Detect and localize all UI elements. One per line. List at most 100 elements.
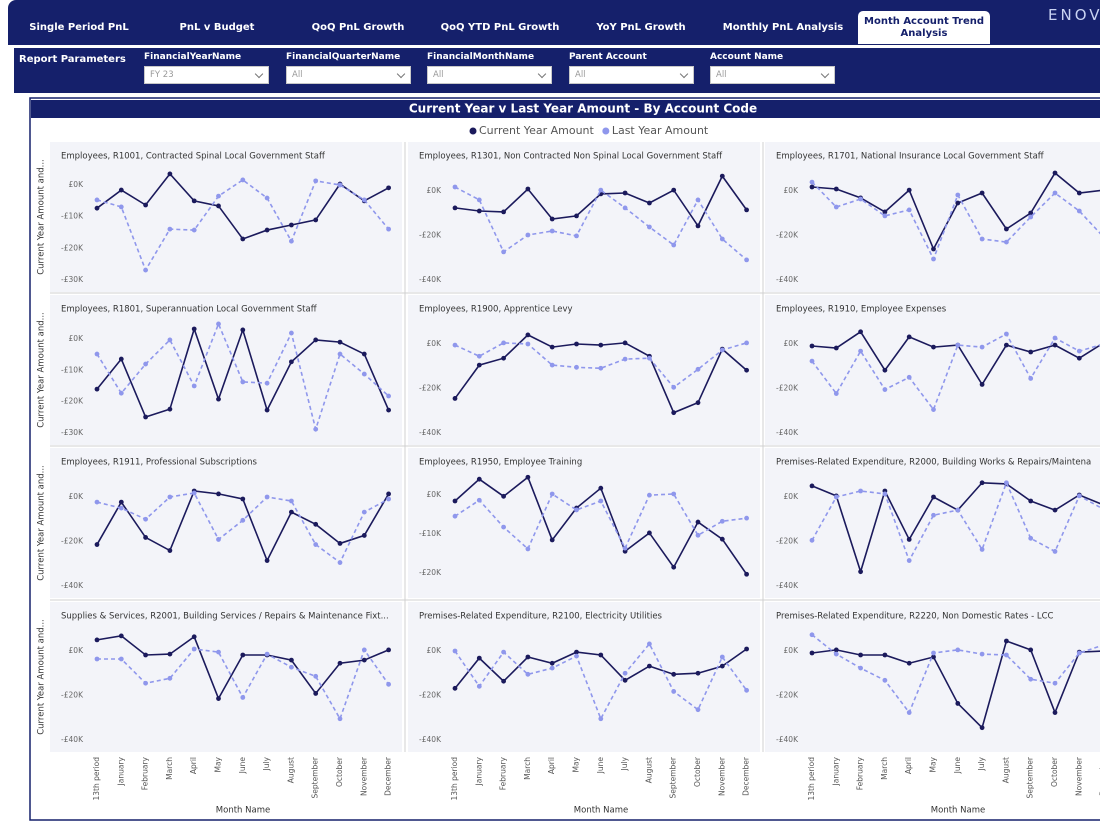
data-point (809, 179, 815, 185)
tab[interactable]: YoY PnL Growth (596, 21, 686, 33)
x-tick-label: December (1099, 756, 1100, 796)
data-point (191, 326, 197, 332)
data-point (574, 653, 579, 659)
data-point (906, 374, 912, 380)
data-point (264, 227, 270, 233)
data-point (744, 687, 749, 693)
data-point (216, 491, 221, 497)
data-point (1052, 549, 1058, 554)
data-point (671, 384, 677, 390)
x-tick-label: July (620, 756, 629, 771)
data-point (337, 339, 343, 345)
data-point (955, 342, 961, 348)
data-point (118, 204, 124, 210)
data-point (501, 340, 506, 346)
data-point (1028, 647, 1034, 653)
data-point (289, 222, 294, 228)
x-tick-label: January (116, 756, 125, 786)
data-point (744, 571, 749, 577)
legend-label: Last Year Amount (612, 124, 709, 137)
data-point (525, 671, 531, 677)
data-point (289, 664, 294, 670)
data-point (216, 649, 221, 655)
data-point (1004, 239, 1009, 245)
x-tick-label: June (953, 757, 962, 775)
y-tick-label: £0K (427, 339, 443, 348)
data-point (525, 232, 531, 238)
filter-dropdown[interactable]: FY 23 (144, 66, 269, 84)
data-point (94, 542, 100, 547)
data-point (695, 197, 701, 203)
data-point (622, 356, 628, 362)
y-axis-label: Current Year Amount and... (37, 619, 47, 735)
filter-dropdown[interactable]: All (427, 66, 552, 84)
panel-background (50, 295, 402, 445)
tab[interactable]: Single Period PnL (29, 21, 129, 33)
data-point (979, 382, 985, 387)
panel-title: Supplies & Services, R2001, Building Ser… (61, 612, 389, 622)
y-tick-label: £0K (784, 339, 800, 348)
chart-title-bar (31, 100, 1100, 118)
y-axis-label: Current Year Amount and... (37, 465, 47, 581)
data-point (647, 200, 652, 206)
data-point (525, 546, 531, 552)
x-tick-label: November (717, 756, 726, 796)
y-tick-label: -£30K (61, 275, 84, 284)
y-tick-label: -£40K (419, 428, 442, 437)
data-point (1004, 342, 1009, 348)
data-point (476, 197, 482, 203)
data-point (598, 342, 604, 348)
data-point (289, 330, 294, 336)
data-point (337, 541, 343, 546)
tab[interactable]: QoQ PnL Growth (311, 21, 405, 33)
data-point (337, 560, 343, 565)
data-point (289, 359, 294, 365)
data-point (882, 491, 888, 497)
tab[interactable]: QoQ YTD PnL Growth (440, 21, 560, 33)
data-point (671, 187, 677, 193)
chart-title: Current Year v Last Year Amount - By Acc… (409, 102, 757, 116)
data-point (647, 530, 652, 536)
y-tick-label: -£20K (419, 690, 442, 699)
tab[interactable]: Month Account Trend Analysis (858, 11, 990, 44)
y-tick-label: -£20K (419, 230, 442, 239)
data-point (858, 665, 863, 671)
data-point (1076, 348, 1082, 354)
data-point (452, 342, 458, 348)
data-point (598, 716, 604, 722)
data-point (833, 345, 839, 351)
data-point (695, 400, 701, 406)
data-point (216, 396, 221, 402)
filter-label: Parent Account (569, 52, 647, 62)
filter-label: FinancialQuarterName (286, 52, 401, 62)
data-point (167, 675, 173, 681)
data-point (264, 494, 270, 500)
data-point (1076, 493, 1082, 499)
data-point (931, 654, 936, 660)
filter-dropdown[interactable]: All (569, 66, 694, 84)
data-point (240, 517, 246, 523)
data-point (361, 657, 367, 663)
data-point (452, 396, 458, 401)
x-tick-label: March (523, 757, 532, 780)
tab[interactable]: Monthly PnL Analysis (722, 21, 844, 33)
data-point (809, 537, 815, 543)
x-tick-label: November (359, 756, 368, 796)
data-point (882, 209, 888, 215)
panel-title: Employees, R1301, Non Contracted Non Spi… (419, 152, 723, 162)
data-point (744, 646, 749, 652)
panel-title: Employees, R1900, Apprentice Levy (419, 305, 573, 315)
tab[interactable]: PnL v Budget (179, 21, 255, 33)
x-tick-label: April (189, 757, 198, 774)
filter-dropdown[interactable]: All (286, 66, 411, 84)
data-point (452, 648, 458, 654)
data-point (744, 340, 749, 346)
x-tick-label: December (384, 756, 393, 796)
data-point (695, 519, 701, 525)
data-point (858, 348, 863, 354)
data-point (719, 654, 725, 660)
data-point (574, 213, 579, 219)
filter-dropdown[interactable]: All (710, 66, 835, 84)
data-point (313, 673, 319, 679)
data-point (598, 498, 604, 504)
